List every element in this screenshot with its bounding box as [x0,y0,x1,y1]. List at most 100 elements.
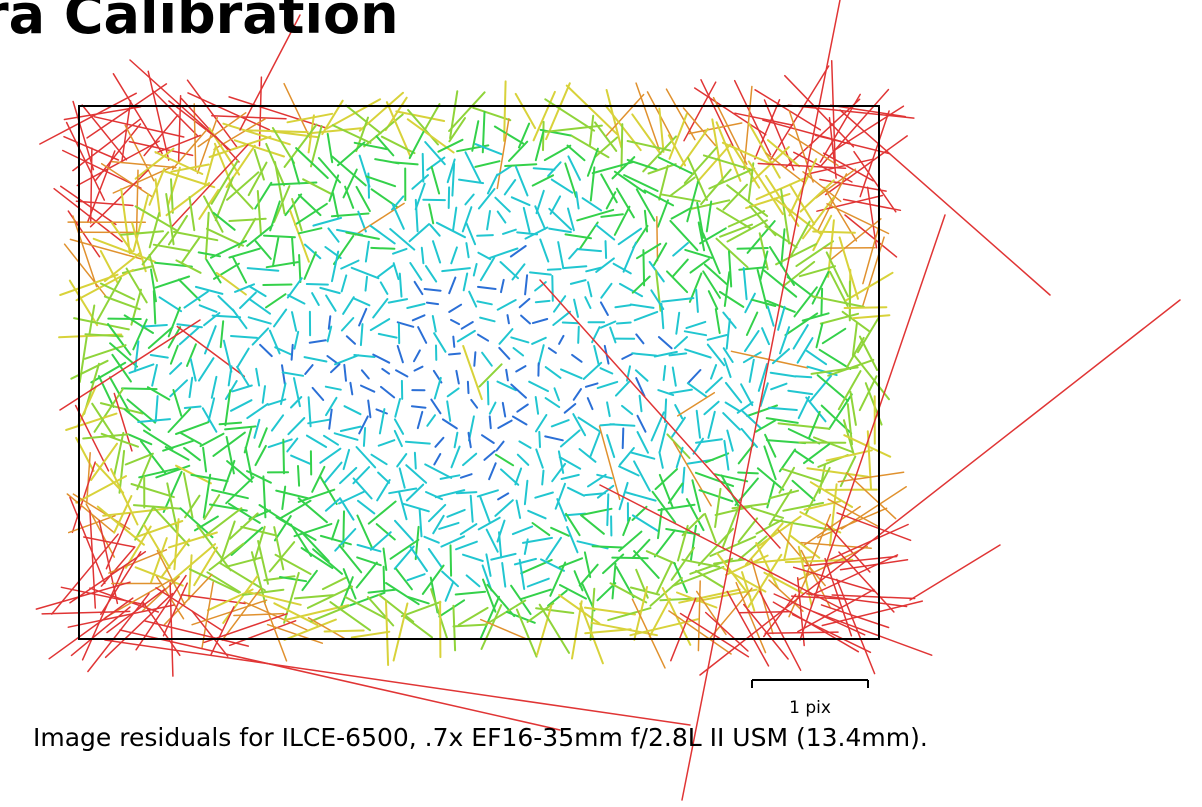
residual-vector [803,505,861,546]
residual-vector [152,290,157,325]
residual-vector [695,588,758,603]
residual-vector [494,196,511,213]
residual-vector [559,584,587,600]
residual-vector [689,258,710,274]
residual-vector [48,597,134,660]
residual-vector [303,356,328,363]
residual-vector [340,259,360,270]
residual-vector [505,368,509,382]
residual-vector [479,618,528,640]
residual-vector [290,157,301,185]
residual-vector [99,250,119,285]
residual-vector [308,339,327,344]
residual-vector [827,498,880,528]
residual-vector [228,502,261,524]
residual-vector [745,311,759,336]
residual-vector [853,354,890,401]
residual-vector [367,399,372,419]
residual-vector [534,396,540,415]
residual-vector [554,482,566,510]
residual-vector [757,162,847,169]
residual-vector [615,380,631,397]
residual-vector [724,401,741,412]
residual-vector [349,381,354,396]
residual-vector [416,410,424,430]
residual-vector [584,296,592,309]
residual-vector [811,554,899,596]
residual-vector [671,258,689,278]
residual-vector [851,322,858,357]
residual-vector [743,603,789,660]
residual-vector [311,465,326,493]
residual-vector [186,79,239,149]
residual-vector [118,449,126,494]
residual-vector [666,433,691,459]
residual-vector [83,536,136,548]
residual-vector [246,224,274,247]
residual-vector [188,376,194,399]
residual-vector [754,419,777,433]
residual-vector [222,575,259,624]
residual-vector [164,446,190,461]
residual-vector [70,606,131,657]
residual-vector [424,265,438,283]
residual-vector [619,282,644,298]
residual-vector [413,451,417,470]
residual-vector [695,409,701,439]
residual-vector [385,600,390,666]
residual-vector [410,405,427,409]
residual-vector [236,347,250,368]
residual-vector [452,335,456,348]
residual-vector [806,158,874,175]
residual-vector [845,271,894,302]
residual-vector [431,315,437,333]
residual-vector [486,210,491,231]
residual-vector [609,582,648,604]
residual-vector [396,321,415,328]
residual-vector [69,496,106,585]
residual-vector [687,156,708,201]
residual-vector [300,547,334,570]
residual-vector [577,325,580,344]
residual-vector [615,187,635,219]
residual-vector [480,604,503,650]
residual-vector [233,612,285,617]
residual-vector [146,386,171,401]
residual-vector [799,214,946,641]
residual-vector [509,245,527,258]
residual-vector [215,271,247,296]
residual-vector [570,134,610,159]
residual-vector [609,423,636,427]
residual-vector [829,270,849,307]
residual-vector [392,161,419,166]
residual-vector [765,417,799,424]
residual-vector [841,310,871,333]
residual-vector [176,323,203,329]
residual-vector [548,227,572,234]
residual-vector [535,448,544,469]
residual-vector [169,362,183,375]
residual-vector [614,304,632,309]
residual-vector [563,403,577,414]
residual-vector [697,221,706,252]
residual-vector [738,535,768,561]
residual-vector [631,275,651,294]
residual-vector [121,100,132,163]
residual-vector [769,489,800,500]
residual-vector [199,432,225,448]
residual-vector [376,479,391,502]
residual-vector [452,206,458,232]
residual-vector [198,304,218,313]
residual-vector [227,365,233,387]
residual-vector [758,590,802,671]
residual-vector [726,219,768,243]
residual-vector [434,489,466,499]
residual-vector [408,223,430,243]
residual-vector [293,330,300,350]
residual-vector [685,320,707,330]
residual-vector [411,314,426,322]
residual-vector [723,439,730,471]
residual-vector [355,561,378,589]
residual-vector [423,535,440,544]
residual-vector [162,470,183,513]
